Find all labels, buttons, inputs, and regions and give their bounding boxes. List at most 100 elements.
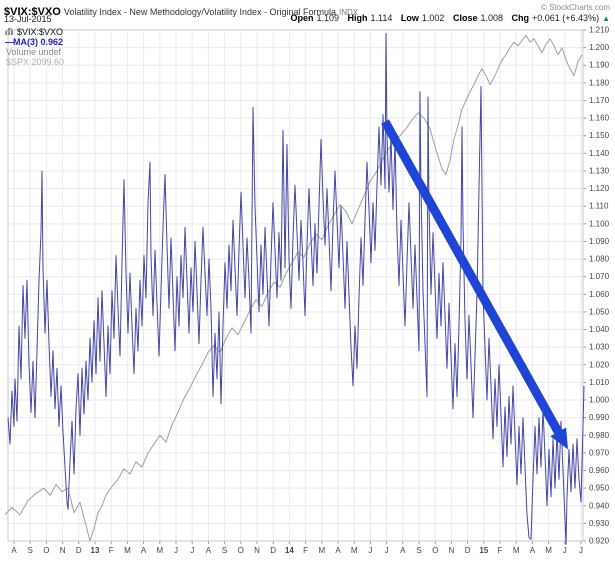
- y-axis-tick-label: 1.170: [589, 96, 610, 105]
- x-axis-tick-label: N: [449, 546, 455, 555]
- trend-arrow-shaft: [381, 119, 567, 442]
- y-axis-tick-label: 1.040: [589, 325, 610, 334]
- x-axis-tick-label: D: [465, 546, 471, 555]
- x-axis-tick-label: O: [432, 546, 438, 555]
- x-axis-tick-label: J: [190, 546, 194, 555]
- high-label: High: [347, 13, 368, 23]
- y-axis-tick-label: 1.000: [589, 396, 610, 405]
- vix-vxo-ratio-line: [7, 33, 585, 545]
- x-axis-tick-label: A: [530, 546, 536, 555]
- x-axis-tick-label: S: [28, 546, 33, 555]
- y-axis-tick-label: 1.080: [589, 255, 610, 264]
- open-value: 1.109: [316, 13, 340, 23]
- y-axis-tick-label: 0.920: [589, 537, 610, 546]
- chg-label: Chg: [511, 13, 530, 23]
- legend-ma: —MA(3) 0.962: [5, 37, 64, 47]
- y-axis-tick-label: 1.100: [589, 219, 610, 228]
- y-axis-tick-label: 0.950: [589, 484, 610, 493]
- legend-volume: Volume undef: [5, 28, 64, 57]
- high-value: 1.114: [370, 13, 393, 23]
- exchange-label: INDX: [338, 8, 359, 17]
- y-axis-tick-label: 1.060: [589, 290, 610, 299]
- chart-legend: $VIX:$VXO —MA(3) 0.962 Volume undef $SPX…: [5, 27, 64, 67]
- y-axis-tick-label: 1.210: [589, 26, 610, 35]
- y-axis-tick-label: 1.120: [589, 184, 610, 193]
- y-axis-tick-label: 0.970: [589, 448, 610, 457]
- x-axis-tick-label: S: [222, 546, 227, 555]
- y-axis-tick-label: 1.200: [589, 43, 610, 52]
- x-axis-tick-label: D: [270, 546, 276, 555]
- legend-main-ticker: $VIX:$VXO: [17, 27, 64, 37]
- x-axis-tick-label: M: [545, 546, 552, 555]
- low-label: Low: [400, 13, 419, 23]
- y-axis-tick-label: 0.930: [589, 519, 610, 528]
- x-axis-tick-label: M: [351, 546, 358, 555]
- x-axis-tick-label: M: [124, 546, 131, 555]
- x-axis-tick-label: 14: [285, 546, 294, 555]
- trend-arrow-head: [550, 427, 568, 450]
- x-axis-tick-label: F: [498, 546, 503, 555]
- ma-line-swatch: —: [5, 37, 14, 47]
- x-axis-tick-label: O: [43, 546, 49, 555]
- legend-spx: $SPX 2099.60: [5, 27, 65, 67]
- x-axis-tick-label: A: [400, 546, 406, 555]
- x-axis-tick-label: M: [318, 546, 325, 555]
- y-axis-tick-label: 1.090: [589, 237, 610, 246]
- x-axis-tick-label: M: [513, 546, 520, 555]
- ticker-description: Volatility Index - New Methodology/Volat…: [63, 7, 336, 17]
- chart-date: 13-Jul-2015: [4, 14, 52, 24]
- spx-overlay-line: [4, 34, 583, 542]
- y-axis-tick-label: 1.020: [589, 360, 610, 369]
- legend-ma-label: MA(3) 0.962: [13, 37, 64, 47]
- legend-volume-label: Volume undef: [6, 47, 62, 57]
- up-triangle-icon: ▲: [602, 14, 610, 23]
- x-axis-tick-label: N: [60, 546, 66, 555]
- x-axis-tick-label: 13: [91, 546, 100, 555]
- x-axis-tick-label: J: [174, 546, 178, 555]
- plot-border: [7, 29, 584, 542]
- close-value: 1.008: [480, 13, 503, 23]
- y-axis-tick-label: 1.110: [589, 202, 609, 211]
- y-axis-tick-label: 0.960: [589, 466, 610, 475]
- stockcharts-copyright: © StockCharts.com: [540, 3, 610, 12]
- y-axis-tick-label: 1.140: [589, 149, 610, 158]
- y-axis-tick-label: 1.030: [589, 343, 610, 352]
- x-axis-tick-label: J: [385, 546, 389, 555]
- y-axis-tick-label: 1.010: [589, 378, 610, 387]
- y-axis-tick-label: 1.190: [589, 61, 610, 70]
- x-axis-tick-label: A: [141, 546, 147, 555]
- x-axis-tick-label: O: [238, 546, 244, 555]
- ohlc-quote-row: Open 1.109 High 1.114 Low 1.002 Close 1.008 …: [284, 13, 610, 23]
- chart-title-row: $VIX:$VXO Volatility Index - New Methodol…: [4, 2, 358, 20]
- x-axis-tick-label: J: [368, 546, 372, 555]
- low-value: 1.002: [421, 13, 445, 23]
- close-label: Close: [452, 13, 478, 23]
- x-axis-tick-label: N: [254, 546, 260, 555]
- x-axis-tick-label: A: [335, 546, 341, 555]
- x-axis-tick-label: J: [579, 546, 583, 555]
- y-axis-tick-label: 0.940: [589, 501, 610, 510]
- y-axis-tick-label: 1.180: [589, 78, 610, 87]
- x-axis-tick-label: A: [206, 546, 212, 555]
- open-label: Open: [290, 13, 314, 23]
- y-axis-tick-label: 1.130: [589, 166, 610, 175]
- ticker-symbol: $VIX:$VXO: [4, 6, 61, 18]
- y-axis-tick-label: 1.070: [589, 272, 610, 281]
- x-axis-tick-label: S: [416, 546, 421, 555]
- x-axis-tick-label: 15: [479, 546, 488, 555]
- y-axis-tick-label: 0.980: [589, 431, 610, 440]
- chg-value: +0.061 (+6.43%): [532, 13, 600, 23]
- y-axis-tick-label: 1.150: [589, 131, 610, 140]
- y-axis-tick-label: 1.050: [589, 307, 610, 316]
- y-axis-tick-label: 1.160: [589, 114, 610, 123]
- x-axis-tick-label: A: [11, 546, 17, 555]
- x-axis-tick-label: F: [303, 546, 308, 555]
- x-axis-tick-label: M: [156, 546, 163, 555]
- y-axis-tick-label: 0.990: [589, 413, 610, 422]
- x-axis-tick-label: D: [76, 546, 82, 555]
- x-axis-tick-label: F: [109, 546, 114, 555]
- legend-spx-label: $SPX 2099.60: [6, 57, 65, 67]
- x-axis-tick-label: J: [563, 546, 567, 555]
